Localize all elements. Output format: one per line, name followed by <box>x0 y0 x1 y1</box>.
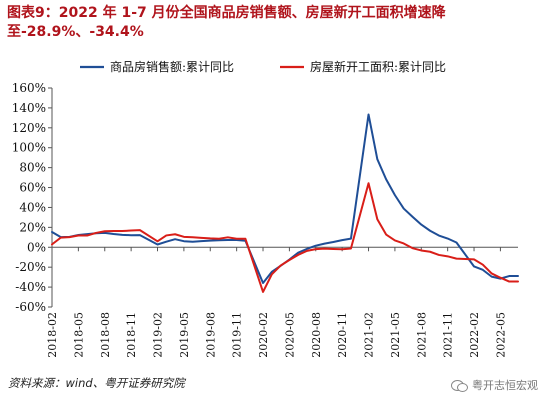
wechat-icon <box>451 379 468 392</box>
legend-label-2: 房屋新开工面积:累计同比 <box>310 59 446 74</box>
x-tick-label: 2020-02 <box>257 312 270 358</box>
x-tick-label: 2018-11 <box>125 312 138 358</box>
x-tick-label: 2020-11 <box>336 312 349 358</box>
y-tick-label: -40% <box>15 280 46 294</box>
x-tick-label: 2018-05 <box>72 312 85 358</box>
x-tick-label: 2021-11 <box>442 312 455 358</box>
legend: 商品房销售额:累计同比 房屋新开工面积:累计同比 <box>80 59 446 74</box>
y-tick-label: 0% <box>27 240 46 254</box>
chart-title: 图表9：2022 年 1-7 月份全国商品房销售额、房屋新开工面积增速降至-28… <box>7 5 446 40</box>
x-tick-label: 2022-05 <box>494 312 507 358</box>
x-tick-label: 2021-05 <box>389 312 402 358</box>
watermark: 粤开志恒宏观 <box>451 377 538 393</box>
y-tick-label: 140% <box>12 101 46 115</box>
x-tick-label: 2020-08 <box>310 312 323 358</box>
x-tick-label: 2021-08 <box>415 312 428 358</box>
x-tick-label: 2019-08 <box>204 312 217 358</box>
y-tick-label: 120% <box>12 121 46 135</box>
source-note: 资料来源：wind、粤开证券研究院 <box>8 376 185 390</box>
legend-label-1: 商品房销售额:累计同比 <box>110 59 234 74</box>
y-tick-label: -20% <box>15 260 46 274</box>
series-line-1 <box>51 113 519 285</box>
series-lines <box>51 113 519 293</box>
x-tick-label: 2020-05 <box>283 312 296 358</box>
y-tick-label: 80% <box>19 161 46 175</box>
y-tick-label: 60% <box>19 181 46 195</box>
series-line-2 <box>51 182 519 293</box>
x-tick-label: 2018-08 <box>99 312 112 358</box>
x-tick-label: 2022-02 <box>468 312 481 358</box>
y-tick-label: 20% <box>19 220 46 234</box>
x-tick-label: 2019-05 <box>178 312 191 358</box>
y-tick-label: 100% <box>12 141 46 155</box>
y-tick-label: 160% <box>12 81 46 95</box>
watermark-text: 粤开志恒宏观 <box>472 379 538 392</box>
x-tick-label: 2019-11 <box>231 312 244 358</box>
x-tick-label: 2018-02 <box>46 312 59 358</box>
axes: 160% 140% 120% 100% 80% 60% 40% 20% 0% -20% -40% -6… <box>12 81 518 358</box>
x-tick-label: 2021-02 <box>363 312 376 358</box>
y-tick-label: -60% <box>15 300 46 314</box>
y-tick-label: 40% <box>19 200 46 214</box>
x-tick-label: 2019-02 <box>152 312 165 358</box>
